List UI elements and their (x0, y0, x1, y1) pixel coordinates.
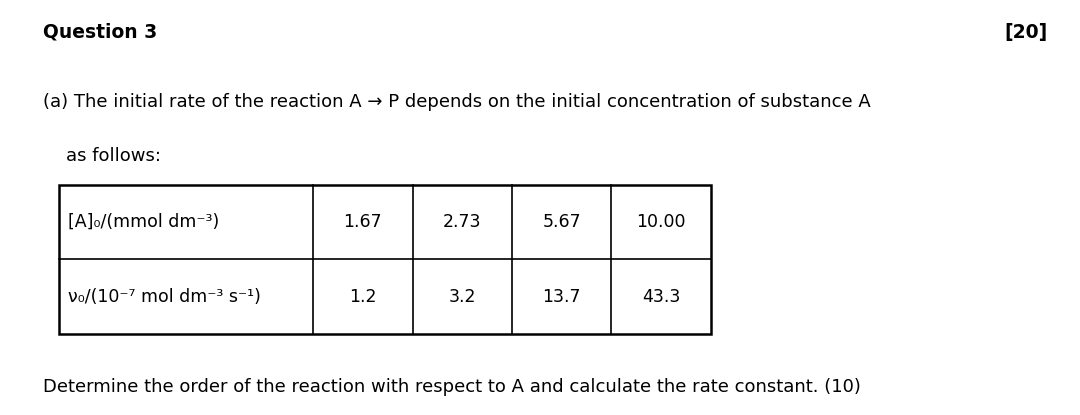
Text: Question 3: Question 3 (43, 23, 158, 42)
Text: as follows:: as follows: (43, 147, 161, 165)
Text: 1.67: 1.67 (343, 213, 382, 231)
Text: 13.7: 13.7 (542, 288, 581, 306)
Text: 43.3: 43.3 (642, 288, 680, 306)
Text: 3.2: 3.2 (448, 288, 476, 306)
Text: (a) The initial rate of the reaction A → P depends on the initial concentration : (a) The initial rate of the reaction A →… (43, 93, 870, 111)
Text: [A]₀/(mmol dm⁻³): [A]₀/(mmol dm⁻³) (68, 213, 219, 231)
Bar (59, 185, 711, 334)
Text: 10.00: 10.00 (636, 213, 686, 231)
Text: [20]: [20] (1004, 23, 1048, 42)
Text: 1.2: 1.2 (349, 288, 377, 306)
Text: ν₀/(10⁻⁷ mol dm⁻³ s⁻¹): ν₀/(10⁻⁷ mol dm⁻³ s⁻¹) (68, 288, 261, 306)
Text: 2.73: 2.73 (443, 213, 482, 231)
Text: Determine the order of the reaction with respect to A and calculate the rate con: Determine the order of the reaction with… (43, 378, 861, 395)
Text: 5.67: 5.67 (542, 213, 581, 231)
